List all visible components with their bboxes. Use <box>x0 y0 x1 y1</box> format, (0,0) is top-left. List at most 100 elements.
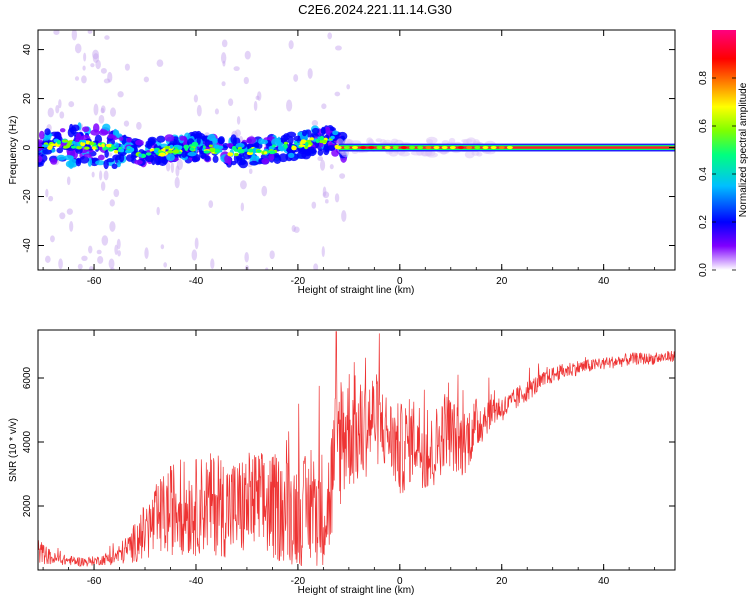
spectrogram-speckle <box>83 52 87 62</box>
colorbar-gradient <box>712 30 736 270</box>
spectrogram-speckle <box>117 91 124 98</box>
spectrogram-blob <box>103 159 109 170</box>
spectrogram-blob <box>95 160 106 166</box>
spectrogram-core <box>237 148 245 154</box>
spectrogram-speckle <box>233 66 240 72</box>
spectrogram-core <box>304 141 309 147</box>
spectrogram-ridge-knot <box>400 145 407 150</box>
spectrogram-blob <box>278 153 289 163</box>
spectrogram-core <box>80 141 86 147</box>
spectrogram-blob <box>240 160 247 165</box>
snr-frame <box>37 329 676 571</box>
spectrogram-speckle <box>92 49 99 60</box>
spectrogram-blob <box>135 139 144 146</box>
spectrogram-y-tick-label: -40 <box>22 238 33 253</box>
spectrogram-speckle <box>156 59 164 67</box>
spectrogram-panel: -60 -40 -20 0 20 40 -40 -20 0 20 40 Height of stra… <box>8 29 676 296</box>
spectrogram-blob <box>69 123 74 133</box>
spectrogram-core <box>64 145 71 149</box>
spectrogram-speckle <box>165 161 171 172</box>
spectrogram-blob <box>54 131 62 140</box>
snr-x-label: Height of straight line (km) <box>298 585 415 596</box>
spectrogram-blob <box>44 135 50 141</box>
spectrogram-blob <box>98 129 109 136</box>
spectrogram-blob <box>71 124 80 132</box>
spectrogram-speckle <box>98 114 105 124</box>
spectrogram-speckle <box>221 39 228 48</box>
spectrogram-speckle <box>113 188 120 198</box>
spectrogram-blob <box>227 156 232 166</box>
spectrogram-ridge-knot <box>490 145 497 150</box>
spectrogram-blob <box>56 147 64 154</box>
spectrogram-core <box>50 143 57 147</box>
spectrogram-core <box>309 137 314 141</box>
spectrogram-speckle <box>293 74 299 82</box>
spectrogram-speckle <box>257 91 262 101</box>
colorbar-tick-label: 0.4 <box>698 167 709 181</box>
snr-panel: -60 -40 -20 0 20 40 2000 4000 6000 Height of str… <box>8 329 676 596</box>
spectrogram-core <box>231 145 237 151</box>
spectrogram-speckle <box>174 176 180 189</box>
spectrogram-speckle <box>341 210 347 222</box>
spectrogram-blob <box>38 162 44 167</box>
spectrogram-speckle <box>58 99 62 109</box>
spectrogram-speckle <box>269 250 275 260</box>
spectrogram-y-tick-label: -20 <box>22 189 33 204</box>
spectrogram-blob <box>218 136 225 145</box>
spectrogram-ridge-knot <box>376 145 383 150</box>
spectrogram-speckle <box>103 170 109 181</box>
spectrogram-blob <box>38 130 45 140</box>
spectrogram-core <box>169 144 174 149</box>
spectrogram-ridge-knot <box>482 145 489 150</box>
spectrogram-core <box>76 145 83 150</box>
spectrogram-core <box>172 149 180 154</box>
spectrogram-blob <box>322 145 330 156</box>
spectrogram-speckle <box>123 120 130 127</box>
spectrogram-core <box>62 139 69 143</box>
spectrogram-speckle <box>124 63 130 71</box>
spectrogram-blob <box>38 155 43 163</box>
spectrogram-core <box>130 147 134 152</box>
spectrogram-speckle <box>144 247 149 260</box>
spectrogram-speckle <box>100 107 105 114</box>
spectrogram-core <box>227 152 234 157</box>
spectrogram-blob <box>187 151 197 157</box>
colorbar-label: Normalized spectral amplitude <box>738 82 749 217</box>
spectrogram-blob <box>164 134 175 142</box>
spectrogram-blob <box>317 149 324 156</box>
spectrogram-core <box>167 149 174 154</box>
spectrogram-core <box>203 150 211 154</box>
spectrogram-blob <box>38 143 44 151</box>
colorbar-ticks: 0.0 0.2 0.4 0.6 0.8 <box>698 71 736 277</box>
spectrogram-core <box>126 145 131 150</box>
spectrogram-speckle <box>96 249 102 255</box>
spectrogram-ridge-knot <box>449 145 456 150</box>
spectrogram-speckle <box>68 101 75 108</box>
spectrogram-blob <box>83 153 92 158</box>
spectrogram-speckle <box>175 165 180 177</box>
spectrogram-ridge-knot <box>351 145 358 150</box>
spectrogram-core <box>217 145 224 150</box>
spectrogram-speckle <box>239 180 247 190</box>
spectrogram-ridge-knot <box>392 145 399 150</box>
spectrogram-ridge-core <box>338 146 675 149</box>
spectrogram-speckle <box>48 195 54 202</box>
spectrogram-blob <box>59 128 66 133</box>
spectrogram-core <box>277 145 285 151</box>
spectrogram-blob <box>235 142 245 149</box>
spectrogram-core <box>315 138 320 144</box>
spectrogram-speckle <box>339 173 346 179</box>
spectrogram-halo <box>464 150 475 159</box>
spectrogram-speckle <box>59 212 66 220</box>
spectrogram-blob <box>144 154 155 163</box>
spectrogram-core <box>291 145 297 151</box>
spectrogram-core <box>214 148 221 153</box>
spectrogram-core <box>191 141 199 147</box>
spectrogram-blob <box>288 152 295 158</box>
spectrogram-speckle <box>117 250 121 257</box>
spectrogram-speckle <box>156 206 160 216</box>
spectrogram-speckle <box>45 188 49 198</box>
spectrogram-ridge-knot <box>457 145 464 150</box>
spectrogram-core <box>47 145 53 151</box>
spectrogram-speckle <box>47 107 54 118</box>
